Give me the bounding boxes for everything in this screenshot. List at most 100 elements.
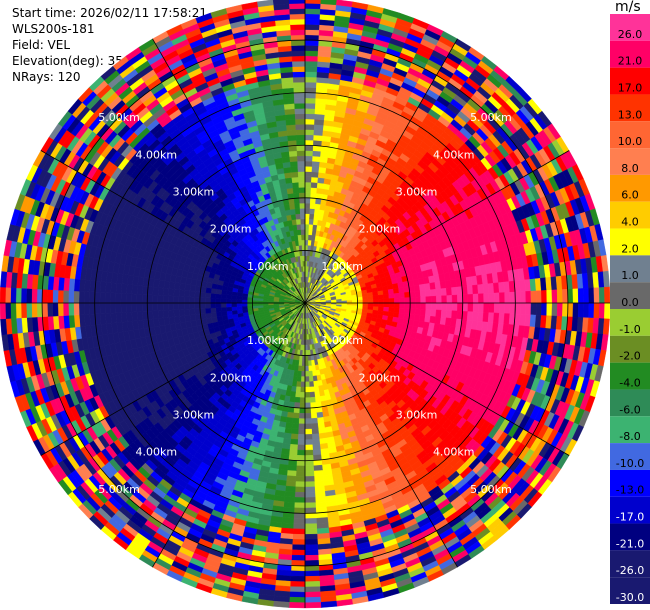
ppi-gate bbox=[472, 302, 479, 313]
ppi-gate bbox=[311, 433, 320, 440]
ppi-gate bbox=[299, 397, 306, 404]
ppi-gate bbox=[304, 139, 314, 146]
ppi-gate bbox=[293, 402, 301, 409]
ppi-gate bbox=[472, 311, 479, 322]
ppi-gate bbox=[551, 302, 558, 317]
ppi-gate bbox=[316, 187, 324, 195]
ppi-gate bbox=[478, 302, 485, 313]
ppi-gate bbox=[304, 355, 309, 361]
ppi-gate bbox=[304, 486, 316, 493]
ppi-gate bbox=[313, 124, 324, 131]
ppi-gate bbox=[300, 381, 306, 388]
ppi-gate bbox=[377, 290, 384, 296]
ppi-gate bbox=[451, 310, 458, 320]
ppi-gate bbox=[301, 365, 306, 372]
ppi-gate bbox=[295, 470, 306, 477]
ppi-gate bbox=[451, 302, 458, 312]
ppi-gate bbox=[304, 60, 318, 67]
ppi-gate bbox=[313, 470, 324, 477]
ppi-gate bbox=[315, 501, 327, 509]
ppi-gate bbox=[304, 8, 321, 15]
ppi-gate bbox=[285, 480, 296, 488]
ppi-gate bbox=[304, 166, 313, 172]
ppi-gate bbox=[362, 296, 369, 301]
ppi-gate bbox=[413, 314, 421, 322]
ppi-gate bbox=[304, 13, 321, 20]
ppi-gate bbox=[320, 600, 338, 608]
ppi-gate bbox=[296, 449, 306, 456]
ppi-gate bbox=[304, 476, 315, 483]
ppi-gate bbox=[372, 295, 379, 300]
ppi-gate bbox=[435, 309, 442, 318]
ppi-gate bbox=[291, 423, 299, 430]
ppi-gate bbox=[304, 218, 310, 225]
ppi-gate bbox=[304, 570, 320, 577]
ppi-gate bbox=[487, 312, 495, 324]
ppi-gate bbox=[292, 528, 306, 535]
ppi-gate bbox=[304, 144, 314, 151]
ppi-gate bbox=[310, 192, 317, 199]
ppi-gate bbox=[541, 302, 548, 316]
elevation-label: Elevation(deg): 35.00 bbox=[12, 54, 142, 68]
ppi-gate bbox=[298, 418, 306, 425]
ppi-gate bbox=[382, 289, 389, 296]
ppi-gate bbox=[284, 485, 296, 493]
ppi-gate bbox=[504, 302, 511, 314]
ppi-gate bbox=[304, 386, 310, 393]
ppi-gate bbox=[304, 539, 318, 546]
ppi-gate bbox=[588, 287, 595, 304]
ppi-gate bbox=[393, 287, 400, 294]
ppi-gate bbox=[304, 554, 319, 561]
ppi-gate bbox=[304, 97, 316, 104]
ppi-gate bbox=[430, 295, 437, 304]
ppi-gate bbox=[307, 355, 312, 362]
ppi-gate bbox=[313, 464, 323, 472]
ppi-gate bbox=[525, 302, 532, 316]
ppi-gate bbox=[295, 465, 306, 472]
ppi-gate bbox=[488, 302, 495, 314]
ppi-gate bbox=[477, 284, 484, 295]
ppi-gate bbox=[399, 302, 406, 309]
ppi-gate bbox=[483, 302, 490, 313]
ppi-gate bbox=[304, 533, 318, 540]
ppi-gate bbox=[304, 449, 314, 456]
ppi-gate bbox=[304, 434, 313, 440]
ppi-gate bbox=[304, 239, 309, 246]
ppi-gate bbox=[293, 512, 306, 519]
ppi-gate bbox=[373, 302, 379, 308]
ppi-gate bbox=[593, 302, 600, 319]
ppi-gate bbox=[467, 293, 474, 304]
ppi-gate bbox=[304, 402, 311, 409]
ppi-gate bbox=[309, 396, 316, 404]
ppi-gate bbox=[290, 570, 306, 577]
ppi-gate bbox=[311, 176, 319, 183]
ppi-gate bbox=[289, 596, 306, 603]
ppi-gate bbox=[308, 365, 313, 372]
ppi-gate bbox=[296, 455, 306, 462]
ppi-gate bbox=[420, 296, 427, 304]
ppi-gate bbox=[383, 293, 390, 300]
ppi-gate bbox=[304, 428, 313, 435]
ppi-gate bbox=[312, 150, 322, 157]
ppi-gate bbox=[467, 302, 474, 313]
ppi-gate bbox=[312, 155, 321, 163]
ppi-gate bbox=[445, 287, 453, 296]
ppi-gate bbox=[414, 308, 421, 316]
ppi-gate bbox=[419, 308, 427, 316]
ppi-gate bbox=[293, 407, 300, 414]
ppi-gate bbox=[294, 391, 301, 398]
ppi-gate bbox=[304, 3, 321, 10]
ppi-gate bbox=[304, 102, 316, 109]
ppi-gate bbox=[530, 290, 537, 304]
ppi-gate bbox=[472, 293, 479, 304]
ppi-gate bbox=[314, 118, 325, 126]
ppi-gate bbox=[307, 360, 312, 367]
ppi-gate bbox=[541, 290, 548, 304]
ppi-gate bbox=[304, 497, 316, 504]
ppi-gate bbox=[298, 423, 306, 430]
ppi-gate bbox=[309, 197, 317, 204]
ppi-gate bbox=[602, 318, 610, 336]
ppi-gate bbox=[304, 560, 320, 567]
ppi-gate bbox=[304, 575, 320, 582]
ppi-gate bbox=[394, 302, 400, 309]
